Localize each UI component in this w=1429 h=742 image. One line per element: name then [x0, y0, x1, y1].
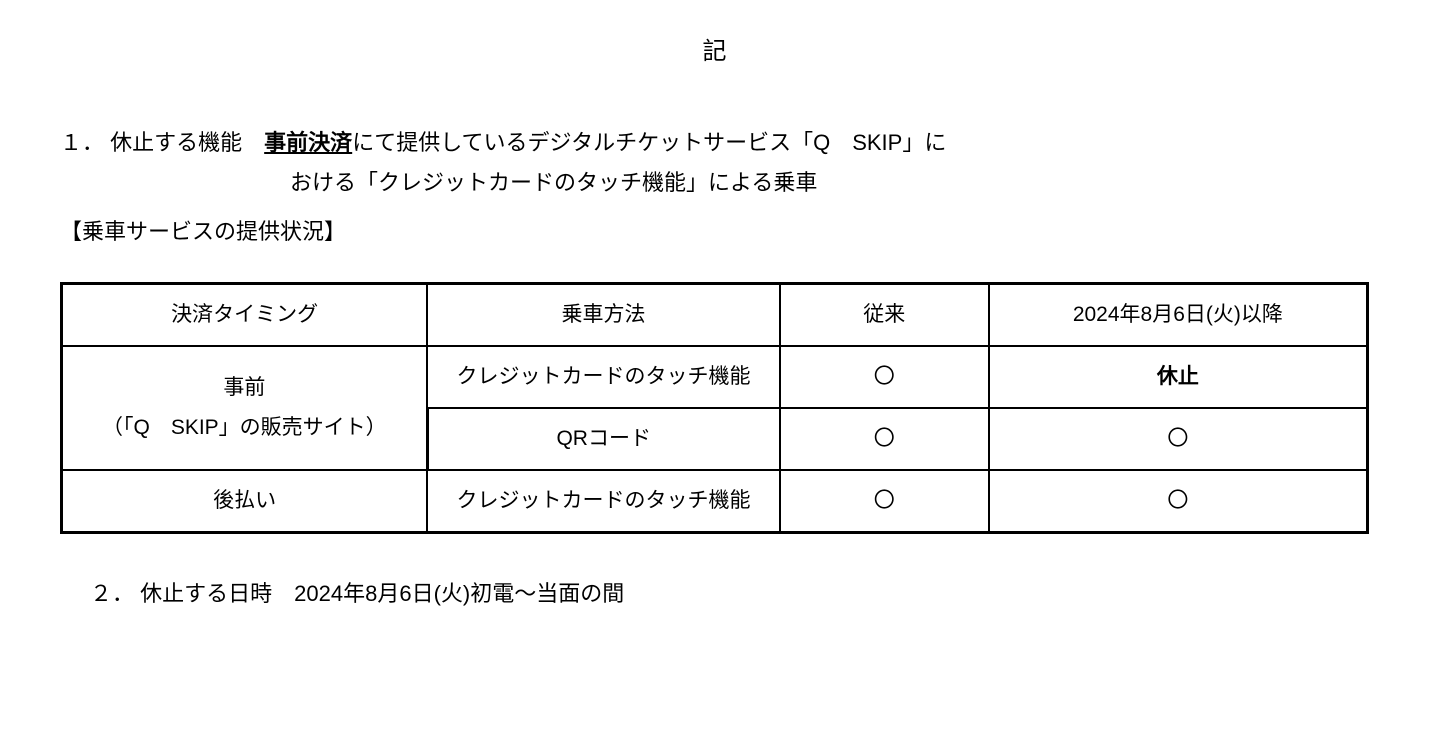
cell-after-1-suspended: 休止 [989, 346, 1368, 408]
table-row: 事前 （「Q SKIP」の販売サイト） クレジットカードのタッチ機能 〇 休止 [62, 346, 1368, 408]
cell-method-cc-touch-1: クレジットカードのタッチ機能 [427, 346, 780, 408]
section-1-tail: にて提供しているデジタルチケットサービス「Q SKIP」に [352, 130, 946, 155]
cell-prev-2: 〇 [780, 408, 989, 470]
section-1-number: １． [60, 130, 104, 155]
section-1-line-2: おける「クレジットカードのタッチ機能」による乗車 [290, 163, 1379, 203]
table-subheading: 【乗車サービスの提供状況】 [60, 212, 1379, 252]
section-1: １． 休止する機能 事前決済にて提供しているデジタルチケットサービス「Q SKI… [50, 123, 1379, 252]
cell-method-qr: QRコード [427, 408, 780, 470]
cell-timing-prepaid-l1: 事前 [223, 376, 265, 399]
section-1-label: 休止する機能 [110, 130, 242, 155]
th-prev: 従来 [780, 283, 989, 345]
cell-after-3: 〇 [989, 470, 1368, 532]
th-after: 2024年8月6日(火)以降 [989, 283, 1368, 345]
cell-timing-prepaid: 事前 （「Q SKIP」の販売サイト） [62, 346, 428, 470]
service-status-table: 決済タイミング 乗車方法 従来 2024年8月6日(火)以降 事前 （「Q SK… [60, 282, 1369, 534]
cell-prev-1: 〇 [780, 346, 989, 408]
table-header-row: 決済タイミング 乗車方法 従来 2024年8月6日(火)以降 [62, 283, 1368, 345]
cell-after-2: 〇 [989, 408, 1368, 470]
header-mark: 記 [50, 30, 1379, 73]
th-timing: 決済タイミング [62, 283, 428, 345]
cell-timing-prepaid-l2: （「Q SKIP」の販売サイト） [102, 416, 387, 439]
cell-prev-3: 〇 [780, 470, 989, 532]
cell-timing-postpaid: 後払い [62, 470, 428, 532]
section-2-value: 2024年8月6日(火)初電～当面の間 [294, 581, 624, 606]
section-1-emphasis: 事前決済 [264, 130, 352, 155]
cell-method-cc-touch-2: クレジットカードのタッチ機能 [427, 470, 780, 532]
th-method: 乗車方法 [427, 283, 780, 345]
section-1-line-1: １． 休止する機能 事前決済にて提供しているデジタルチケットサービス「Q SKI… [60, 123, 1379, 163]
table-row: 後払い クレジットカードのタッチ機能 〇 〇 [62, 470, 1368, 532]
section-2: ２． 休止する日時 2024年8月6日(火)初電～当面の間 [90, 574, 1379, 614]
section-2-number: ２． [90, 581, 134, 606]
section-2-label: 休止する日時 [140, 581, 272, 606]
